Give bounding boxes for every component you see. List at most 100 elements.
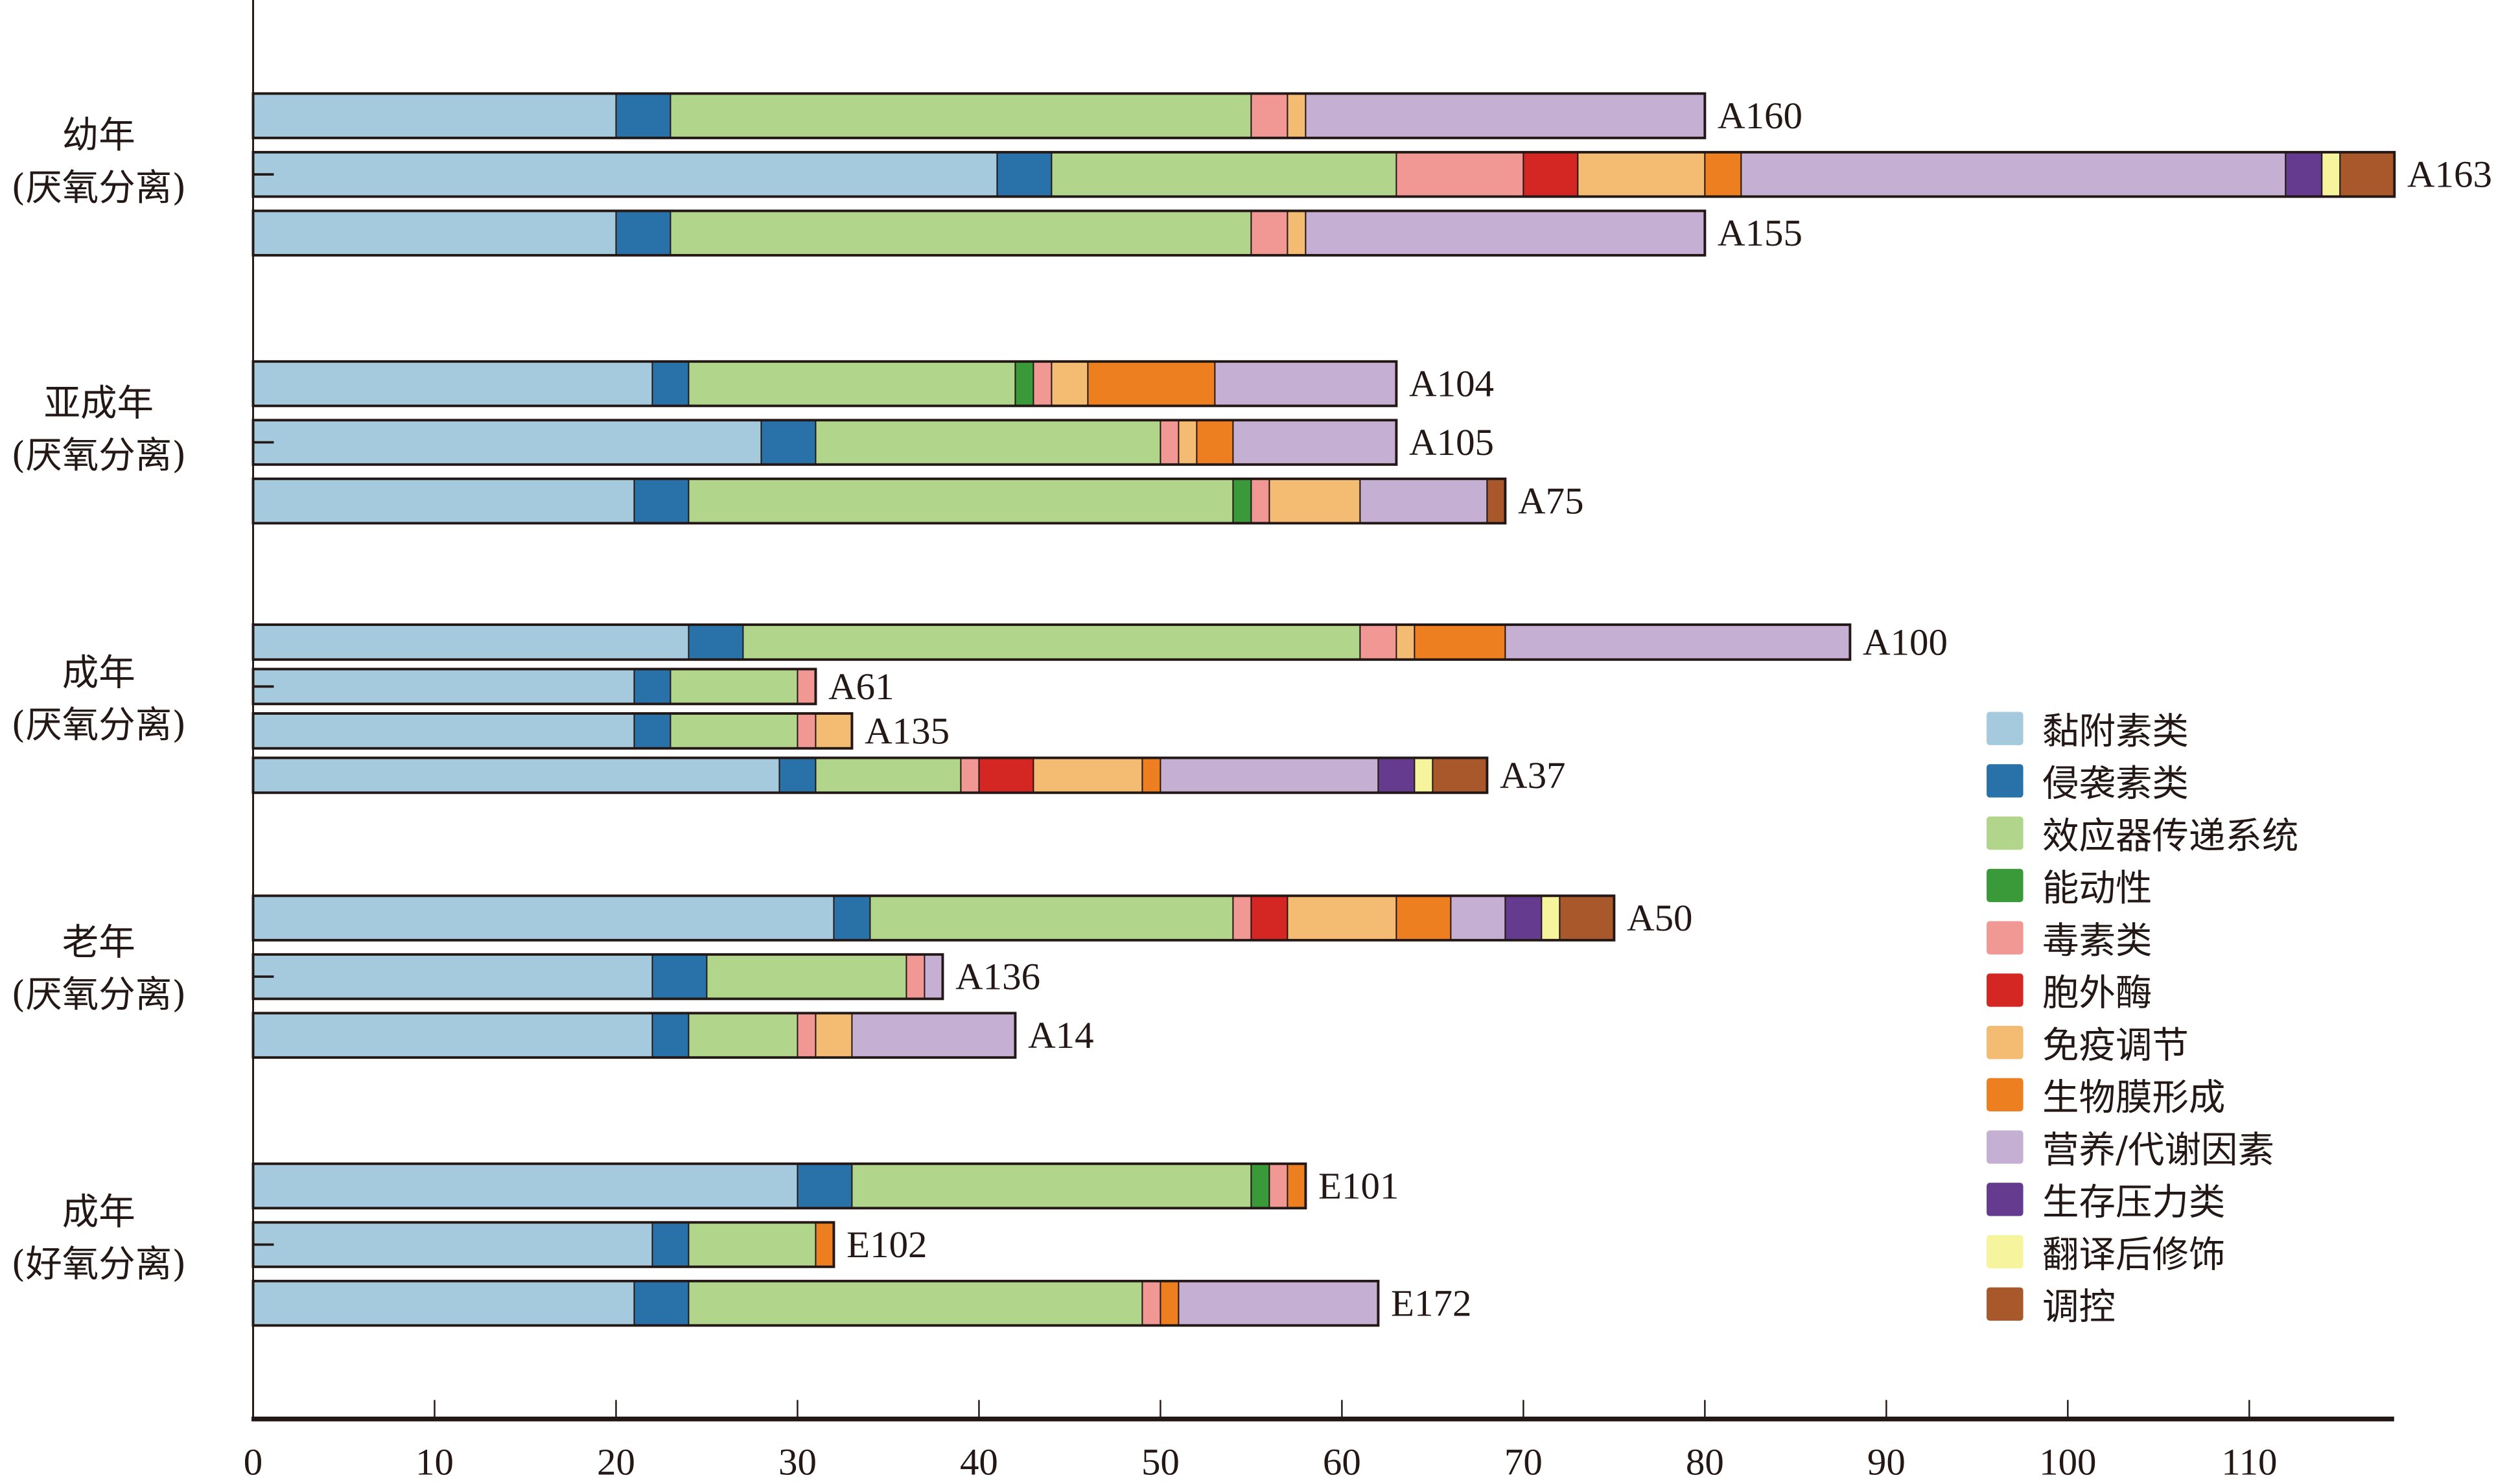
segment-A135-6 <box>815 712 853 749</box>
segment-A160-0 <box>252 93 617 139</box>
bar-label: A155 <box>1718 212 1802 254</box>
segment-A50-9 <box>1504 895 1543 941</box>
segment-E101-1 <box>797 1163 853 1209</box>
bar-label: A104 <box>1409 363 1494 405</box>
segment-A135-2 <box>670 712 799 749</box>
segment-E172-4 <box>1141 1280 1161 1327</box>
segment-A75-3 <box>1232 478 1252 524</box>
segment-A100-7 <box>1414 623 1506 660</box>
legend-item: 黏附素类 <box>1987 711 2189 753</box>
x-tick-label: 10 <box>415 1441 454 1483</box>
segment-E102-2 <box>688 1222 817 1268</box>
legend-item: 营养/代谢因素 <box>1987 1129 2274 1171</box>
segment-A50-11 <box>1559 895 1615 941</box>
bar-label: A135 <box>865 710 950 752</box>
segment-A100-2 <box>742 623 1361 660</box>
segment-A14-8 <box>851 1012 1016 1058</box>
x-tick-label: 80 <box>1686 1441 1724 1483</box>
group-label-line1: 成年 <box>62 1191 135 1233</box>
group-label-line2: (厌氧分离) <box>11 704 186 747</box>
segment-A135-4 <box>797 712 817 749</box>
segment-E172-8 <box>1178 1280 1379 1327</box>
segment-E101-3 <box>1250 1163 1270 1209</box>
legend-label: 免疫调节 <box>2042 1025 2189 1067</box>
segment-A104-7 <box>1087 360 1216 407</box>
legend-label: 黏附素类 <box>2042 711 2189 753</box>
segment-A37-7 <box>1141 757 1161 794</box>
segment-E172-0 <box>252 1280 635 1327</box>
legend-swatch <box>1987 973 2024 1007</box>
segment-A135-0 <box>252 712 635 749</box>
group-label-line2: (厌氧分离) <box>11 435 186 477</box>
legend-swatch <box>1987 1025 2024 1060</box>
legend-label: 营养/代谢因素 <box>2042 1129 2274 1171</box>
bar-label: E101 <box>1318 1165 1399 1207</box>
bar-A37: A37 <box>251 754 1566 796</box>
group-label-line2: (厌氧分离) <box>11 974 186 1016</box>
x-tick-label: 40 <box>960 1441 998 1483</box>
bar-A14: A14 <box>251 1012 1094 1059</box>
x-tick-label: 20 <box>597 1441 635 1483</box>
segment-A155-0 <box>252 210 617 256</box>
segment-A104-1 <box>651 360 690 407</box>
x-tick-label: 110 <box>2221 1441 2277 1483</box>
group-label-line1: 幼年 <box>62 115 135 157</box>
segment-A136-4 <box>905 953 926 1000</box>
segment-A105-2 <box>815 419 1161 465</box>
segment-A136-2 <box>706 953 907 1000</box>
segment-A135-1 <box>633 712 671 749</box>
segment-A104-2 <box>688 360 1016 407</box>
segment-A104-4 <box>1032 360 1053 407</box>
bar-label: A105 <box>1409 421 1494 463</box>
segment-A163-7 <box>1704 151 1742 198</box>
bar-label: A160 <box>1718 95 1802 137</box>
segment-A50-4 <box>1232 895 1252 941</box>
x-tick-label: 60 <box>1323 1441 1361 1483</box>
segment-A163-6 <box>1577 151 1706 198</box>
segment-A155-8 <box>1305 210 1706 256</box>
bar-A160: A160 <box>251 92 1802 139</box>
x-tick-label: 70 <box>1504 1441 1543 1483</box>
bar-label: E172 <box>1391 1282 1471 1325</box>
legend-label: 能动性 <box>2042 868 2152 910</box>
legend-item: 调控 <box>1987 1286 2116 1328</box>
legend-swatch <box>1987 868 2024 903</box>
bar-A50: A50 <box>251 894 1693 942</box>
legend-label: 翻译后修饰 <box>2042 1234 2225 1276</box>
legend-label: 效应器传递系统 <box>2042 815 2298 857</box>
bar-E102: E102 <box>251 1221 927 1268</box>
x-ticks: 0 10 20 30 40 50 60 70 80 90 100 110 <box>244 1400 2277 1483</box>
legend-swatch <box>1987 764 2024 798</box>
segment-A50-6 <box>1287 895 1397 941</box>
legend-swatch <box>1987 1078 2024 1112</box>
segment-A100-6 <box>1395 623 1416 660</box>
segment-A61-1 <box>633 668 671 705</box>
bar-A155: A155 <box>251 209 1802 257</box>
segment-E102-0 <box>252 1222 653 1268</box>
bar-label: A163 <box>2407 154 2492 196</box>
legend-swatch <box>1987 921 2024 955</box>
segment-E172-2 <box>688 1280 1143 1327</box>
bar-A105: A105 <box>251 419 1494 466</box>
segment-A155-1 <box>615 210 671 256</box>
segment-A105-8 <box>1232 419 1397 465</box>
legend-label: 胞外酶 <box>2042 972 2152 1014</box>
segment-A160-6 <box>1287 93 1307 139</box>
segment-A50-1 <box>833 895 871 941</box>
bar-E101: E101 <box>251 1162 1399 1210</box>
segment-E101-7 <box>1287 1163 1307 1209</box>
bar-A75: A75 <box>251 477 1584 525</box>
segment-A163-4 <box>1395 151 1524 198</box>
segment-E101-2 <box>851 1163 1252 1209</box>
segment-A163-9 <box>2285 151 2323 198</box>
segment-A75-2 <box>688 478 1234 524</box>
legend: 黏附素类侵袭素类效应器传递系统能动性毒素类胞外酶免疫调节生物膜形成营养/代谢因素… <box>1987 711 2298 1328</box>
legend-swatch <box>1987 1130 2024 1164</box>
group-label-line1: 成年 <box>62 652 135 694</box>
group-label-line1: 老年 <box>62 922 135 964</box>
segment-A155-6 <box>1287 210 1307 256</box>
segment-A37-9 <box>1377 757 1416 794</box>
segment-A105-6 <box>1178 419 1198 465</box>
segment-A75-6 <box>1268 478 1361 524</box>
